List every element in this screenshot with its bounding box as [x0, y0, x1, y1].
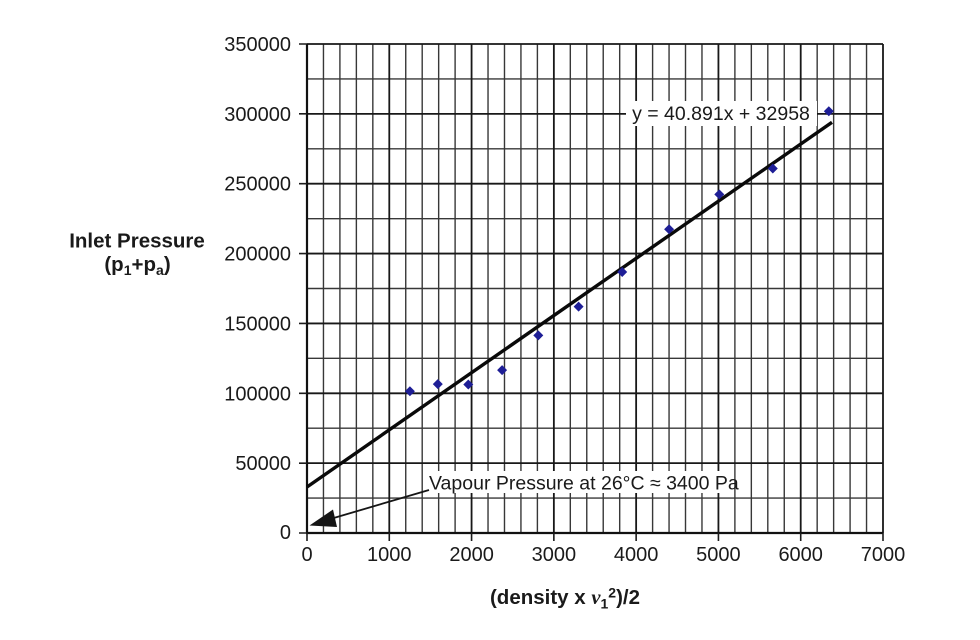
- svg-text:350000: 350000: [224, 34, 291, 56]
- svg-text:3000: 3000: [532, 544, 577, 566]
- svg-text:150000: 150000: [224, 313, 291, 335]
- svg-text:7000: 7000: [861, 544, 906, 566]
- svg-text:1000: 1000: [367, 544, 412, 566]
- svg-text:6000: 6000: [778, 544, 823, 566]
- svg-text:Vapour Pressure at 26°C ≈ 3400: Vapour Pressure at 26°C ≈ 3400 Pa: [429, 473, 739, 495]
- svg-text:300000: 300000: [224, 104, 291, 126]
- svg-text:y = 40.891x + 32958: y = 40.891x + 32958: [632, 103, 810, 125]
- svg-text:2000: 2000: [449, 544, 494, 566]
- svg-text:50000: 50000: [235, 453, 291, 475]
- svg-text:(density x v12)/2: (density x v12)/2: [490, 585, 640, 612]
- svg-text:(p1+pa): (p1+pa): [104, 253, 170, 278]
- svg-text:100000: 100000: [224, 383, 291, 405]
- svg-text:Inlet Pressure: Inlet Pressure: [69, 230, 205, 253]
- svg-text:0: 0: [301, 544, 312, 566]
- svg-text:5000: 5000: [696, 544, 741, 566]
- svg-text:250000: 250000: [224, 174, 291, 196]
- svg-text:200000: 200000: [224, 244, 291, 266]
- svg-text:0: 0: [280, 522, 291, 544]
- svg-text:4000: 4000: [614, 544, 659, 566]
